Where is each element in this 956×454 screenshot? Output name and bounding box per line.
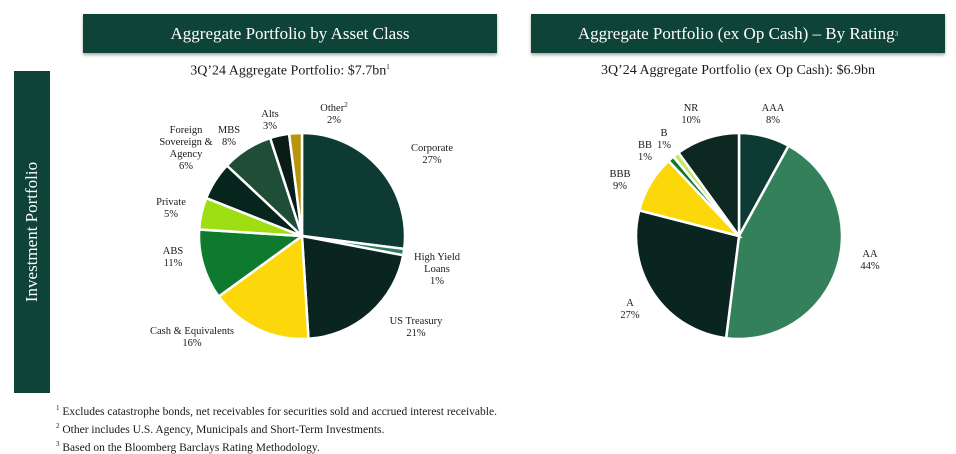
pie2-label-bb: BB 1% bbox=[638, 140, 652, 163]
pie1-label-cash-equivalents: Cash & Equivalents 16% bbox=[150, 326, 234, 349]
footnote-1-marker: 1 bbox=[56, 404, 60, 412]
footnote-2-text: Other includes U.S. Agency, Municipals a… bbox=[62, 423, 385, 436]
right-subtitle-text: 3Q’24 Aggregate Portfolio (ex Op Cash): … bbox=[600, 63, 876, 78]
left-chart-header: Aggregate Portfolio by Asset Class bbox=[83, 14, 497, 53]
pie2-label-a: A 27% bbox=[620, 298, 640, 321]
pie1-slice-other bbox=[287, 131, 304, 237]
footnotes: 1 Excludes catastrophe bonds, net receiv… bbox=[56, 401, 497, 454]
pie1-slice-abs bbox=[197, 228, 306, 299]
footnote-3-text: Based on the Bloomberg Barclays Rating M… bbox=[62, 441, 320, 454]
footnote-1-text: Excludes catastrophe bonds, net receivab… bbox=[62, 405, 497, 418]
right-chart-subtitle: 3Q’24 Aggregate Portfolio (ex Op Cash): … bbox=[531, 63, 945, 79]
left-subtitle-sup: 1 bbox=[386, 63, 390, 71]
pie1-label-foreign-sovereign-agency: Foreign Sovereign & Agency 6% bbox=[159, 125, 212, 172]
right-header-text: Aggregate Portfolio (ex Op Cash) – By Ra… bbox=[577, 23, 895, 43]
left-chart-subtitle: 3Q’24 Aggregate Portfolio: $7.7bn1 bbox=[83, 63, 497, 80]
pie1-label-high-yield-loans: High Yield Loans 1% bbox=[414, 252, 461, 287]
footnote-2-marker: 2 bbox=[56, 421, 60, 430]
pie1-slice-us-treasury bbox=[300, 234, 405, 341]
pie2-label-aa: AA 44% bbox=[860, 249, 880, 272]
right-chart-header: Aggregate Portfolio (ex Op Cash) – By Ra… bbox=[531, 14, 945, 53]
pie2-slice-aa bbox=[724, 144, 844, 341]
pie1-label-us-treasury: US Treasury 21% bbox=[390, 316, 444, 339]
pie2-label-bbb: BBB 9% bbox=[609, 169, 630, 192]
pie1-label-corporate: Corporate 27% bbox=[411, 143, 453, 166]
left-header-text: Aggregate Portfolio by Asset Class bbox=[170, 23, 410, 43]
footnote-3-marker: 3 bbox=[56, 439, 60, 448]
pie2-slice-a bbox=[634, 208, 741, 340]
pie1-label-alts: Alts 3% bbox=[261, 109, 279, 132]
pie2-slice-nr bbox=[676, 131, 741, 240]
footnote-2: 2 Other includes U.S. Agency, Municipals… bbox=[56, 419, 497, 437]
pie2-label-b: B 1% bbox=[657, 128, 671, 151]
pie1-slice-cash-equivalents bbox=[216, 233, 310, 341]
footnote-1: 1 Excludes catastrophe bonds, net receiv… bbox=[56, 401, 497, 419]
pie1-slice-corporate bbox=[300, 131, 407, 251]
side-tab: Investment Portfolio bbox=[14, 71, 50, 393]
pie1-label-mbs: MBS 8% bbox=[218, 125, 240, 148]
pie1-label-other: Other2 2% bbox=[320, 101, 348, 126]
left-subtitle-text: 3Q’24 Aggregate Portfolio: $7.7bn bbox=[190, 63, 387, 79]
pie2-label-nr: NR 10% bbox=[681, 103, 701, 126]
footnote-3: 3 Based on the Bloomberg Barclays Rating… bbox=[56, 437, 497, 454]
right-header-sup: 3 bbox=[894, 29, 899, 38]
pie1-label-abs: ABS 11% bbox=[163, 246, 184, 269]
pie2-label-aaa: AAA 8% bbox=[762, 103, 785, 126]
pie1-label-private: Private 5% bbox=[156, 197, 186, 220]
